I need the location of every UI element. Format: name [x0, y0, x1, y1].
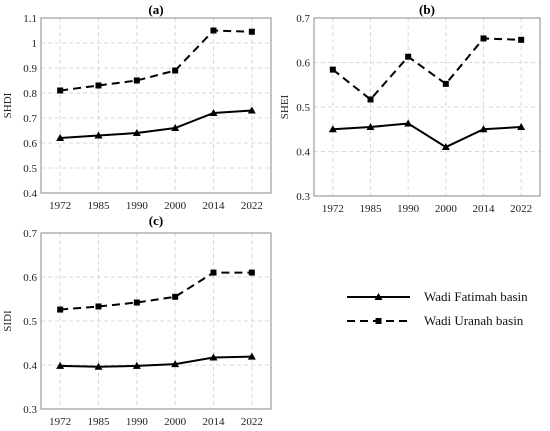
data-point-uranah [57, 306, 64, 313]
x-tick-label: 1985 [360, 203, 383, 215]
y-tick-label: 0.6 [296, 58, 310, 70]
data-point-fatimah [209, 353, 218, 361]
data-point-fatimah [328, 125, 337, 133]
data-point-fatimah [94, 362, 103, 370]
y-tick-label: 0.8 [23, 88, 37, 100]
x-tick-label: 2022 [241, 200, 263, 212]
legend-marker-fatimah [374, 293, 383, 300]
data-point-fatimah [366, 123, 375, 131]
x-tick-label: 1985 [88, 416, 111, 428]
y-tick-label: 1 [32, 38, 38, 50]
data-point-uranah [480, 35, 487, 42]
x-tick-label: 2000 [164, 416, 187, 428]
data-point-uranah [248, 28, 255, 35]
y-tick-label: 0.7 [23, 228, 37, 240]
x-tick-label: 2014 [203, 200, 226, 212]
data-point-fatimah [247, 352, 256, 360]
x-tick-label: 1972 [49, 200, 71, 212]
y-tick-label: 0.6 [23, 138, 37, 150]
x-tick-label: 1990 [126, 200, 149, 212]
series-line-uranah [60, 271, 252, 311]
x-tick-label: 2000 [435, 203, 458, 215]
x-tick-label: 2022 [241, 416, 263, 428]
panel-title: (c) [149, 213, 163, 228]
y-tick-label: 0.5 [296, 102, 310, 114]
y-tick-label: 0.5 [23, 316, 37, 328]
data-point-uranah [95, 82, 102, 89]
x-tick-label: 1990 [126, 416, 149, 428]
data-point-uranah [210, 27, 217, 34]
series-line-fatimah [60, 109, 252, 139]
y-tick-label: 0.6 [23, 272, 37, 284]
chart-panel-1: 0.4 0.5 0.6 0.7 0.8 0.9 1 1.1 1972 1985 1990 2000 20… [2, 2, 272, 212]
legend-label-uranah: Wadi Uranah basin [424, 313, 524, 328]
y-tick-label: 0.7 [296, 13, 310, 25]
x-tick-label: 2014 [203, 416, 226, 428]
plot-frame [40, 17, 272, 194]
data-point-uranah [95, 303, 102, 310]
x-tick-label: 1990 [397, 203, 420, 215]
chart-panel-2: 0.3 0.4 0.5 0.6 0.7 1972 1985 1990 2000 2014 2022 (… [279, 2, 541, 215]
y-tick-label: 0.7 [23, 113, 37, 125]
data-point-uranah [405, 53, 412, 60]
data-point-fatimah [404, 119, 413, 127]
plot-frame [40, 232, 272, 410]
x-tick-label: 1972 [322, 203, 344, 215]
series-line-uranah [60, 29, 252, 92]
x-tick-label: 2014 [473, 203, 496, 215]
chart-panel-3: 0.3 0.4 0.5 0.6 0.7 1972 1985 1990 2000 2014 2022 (… [2, 213, 272, 428]
data-point-uranah [172, 67, 179, 74]
y-tick-label: 0.5 [23, 163, 37, 175]
y-tick-label: 0.9 [23, 63, 37, 75]
data-point-fatimah [56, 134, 65, 141]
data-point-fatimah [517, 123, 526, 131]
data-point-fatimah [247, 106, 256, 114]
data-point-uranah [442, 80, 449, 87]
y-axis-label: SHEI [279, 94, 291, 119]
y-tick-label: 0.3 [296, 191, 310, 203]
x-tick-label: 1972 [49, 416, 71, 428]
data-point-uranah [133, 299, 140, 306]
y-axis-label: SHDI [2, 92, 14, 118]
y-tick-label: 0.3 [23, 404, 37, 416]
data-point-uranah [172, 293, 179, 300]
data-point-fatimah [171, 360, 180, 368]
y-tick-label: 1.1 [23, 13, 37, 25]
data-point-fatimah [132, 129, 141, 136]
data-point-uranah [329, 66, 336, 73]
data-point-uranah [518, 36, 525, 43]
x-tick-label: 2022 [510, 203, 532, 215]
data-point-fatimah [171, 124, 180, 131]
data-point-fatimah [209, 109, 218, 116]
series-line-fatimah [60, 355, 252, 368]
series-line-uranah [332, 37, 522, 101]
y-tick-label: 0.4 [23, 360, 37, 372]
y-axis-label: SIDI [2, 310, 14, 332]
legend-label-fatimah: Wadi Fatimah basin [424, 289, 528, 304]
data-point-fatimah [132, 361, 141, 369]
legend-marker-uranah [375, 318, 382, 324]
x-tick-label: 1985 [88, 200, 111, 212]
series-line-fatimah [332, 122, 522, 149]
data-point-fatimah [441, 143, 450, 151]
data-point-fatimah [479, 125, 488, 133]
plot-frame [313, 17, 541, 197]
x-tick-label: 2000 [164, 200, 187, 212]
data-point-uranah [133, 77, 140, 84]
data-point-uranah [57, 87, 64, 94]
data-point-uranah [248, 269, 255, 276]
legend: Wadi Fatimah basin Wadi Uranah basin [347, 289, 528, 328]
data-point-uranah [210, 269, 217, 276]
data-point-uranah [367, 96, 374, 103]
data-point-fatimah [94, 131, 103, 139]
data-point-fatimah [56, 361, 65, 369]
y-tick-label: 0.4 [296, 147, 310, 159]
y-tick-label: 0.4 [23, 188, 37, 200]
panel-title: (a) [148, 2, 163, 17]
panel-title: (b) [419, 2, 435, 17]
